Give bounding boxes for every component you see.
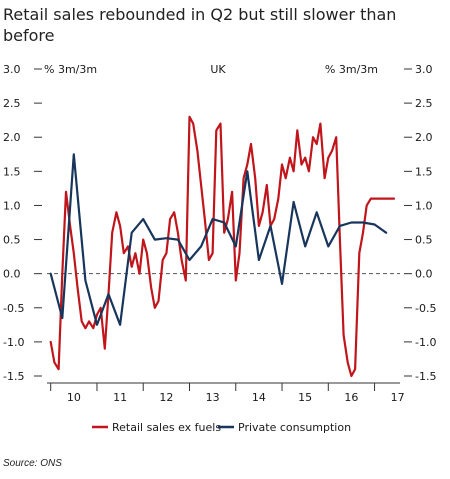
y-tick-label-left: 3.0 (3, 63, 21, 76)
y-tick-label-left: 0.0 (3, 268, 21, 281)
y-tick-label-right: 1.5 (415, 165, 433, 178)
y-tick-label-right: 0.5 (415, 234, 433, 247)
x-tick-label: 13 (206, 391, 220, 404)
x-tick-label: 12 (159, 391, 173, 404)
y-tick-label-left: -1.0 (3, 336, 24, 349)
y-tick-label-left: 1.5 (3, 165, 21, 178)
right-axis-unit: % 3m/3m (325, 63, 378, 76)
y-tick-label-right: 1.0 (415, 199, 433, 212)
series-retail-sales-line (49, 115, 396, 378)
x-tick-label: 10 (67, 391, 81, 404)
y-tick-label-left: 2.0 (3, 131, 21, 144)
left-axis-unit: % 3m/3m (44, 63, 97, 76)
y-tick-label-right: 2.0 (415, 131, 433, 144)
series-lines (49, 115, 396, 378)
y-tick-label-left: 0.5 (3, 234, 21, 247)
x-tick-label: 16 (344, 391, 358, 404)
x-tick-label: 11 (113, 391, 127, 404)
legend-label: Private consumption (238, 421, 351, 434)
x-axis: 10 11 12 13 14 15 16 17 (50, 383, 405, 404)
series-private-consumption-line (49, 153, 388, 326)
y-tick-label-right: -0.5 (415, 302, 436, 315)
x-tick-label: 17 (391, 391, 405, 404)
y-tick-label-right: 3.0 (415, 63, 433, 76)
y-tick-label-right: 2.5 (415, 97, 433, 110)
left-axis: 3.0 2.5 2.0 1.5 1.0 0.5 0.0 -0.5 -1.0 -1.5 (3, 63, 42, 383)
chart-title: Retail sales rebounded in Q2 but still s… (3, 5, 397, 45)
right-axis: 3.0 2.5 2.0 1.5 1.0 0.5 0.0 -0.5 -1.0 -1.5 (404, 63, 436, 383)
legend-label: Retail sales ex fuels (112, 421, 221, 434)
y-tick-label-left: -0.5 (3, 302, 24, 315)
y-tick-label-right: -1.5 (415, 370, 436, 383)
chart-subtitle: UK (210, 63, 226, 76)
x-tick-label: 14 (252, 391, 266, 404)
y-tick-label-left: 1.0 (3, 199, 21, 212)
legend: Retail sales ex fuels Private consumption (92, 421, 351, 434)
y-tick-label-right: 0.0 (415, 268, 433, 281)
x-tick-label: 15 (298, 391, 312, 404)
source-note: Source: ONS (3, 458, 62, 469)
y-tick-label-right: -1.0 (415, 336, 436, 349)
y-tick-label-left: -1.5 (3, 370, 24, 383)
y-tick-label-left: 2.5 (3, 97, 21, 110)
